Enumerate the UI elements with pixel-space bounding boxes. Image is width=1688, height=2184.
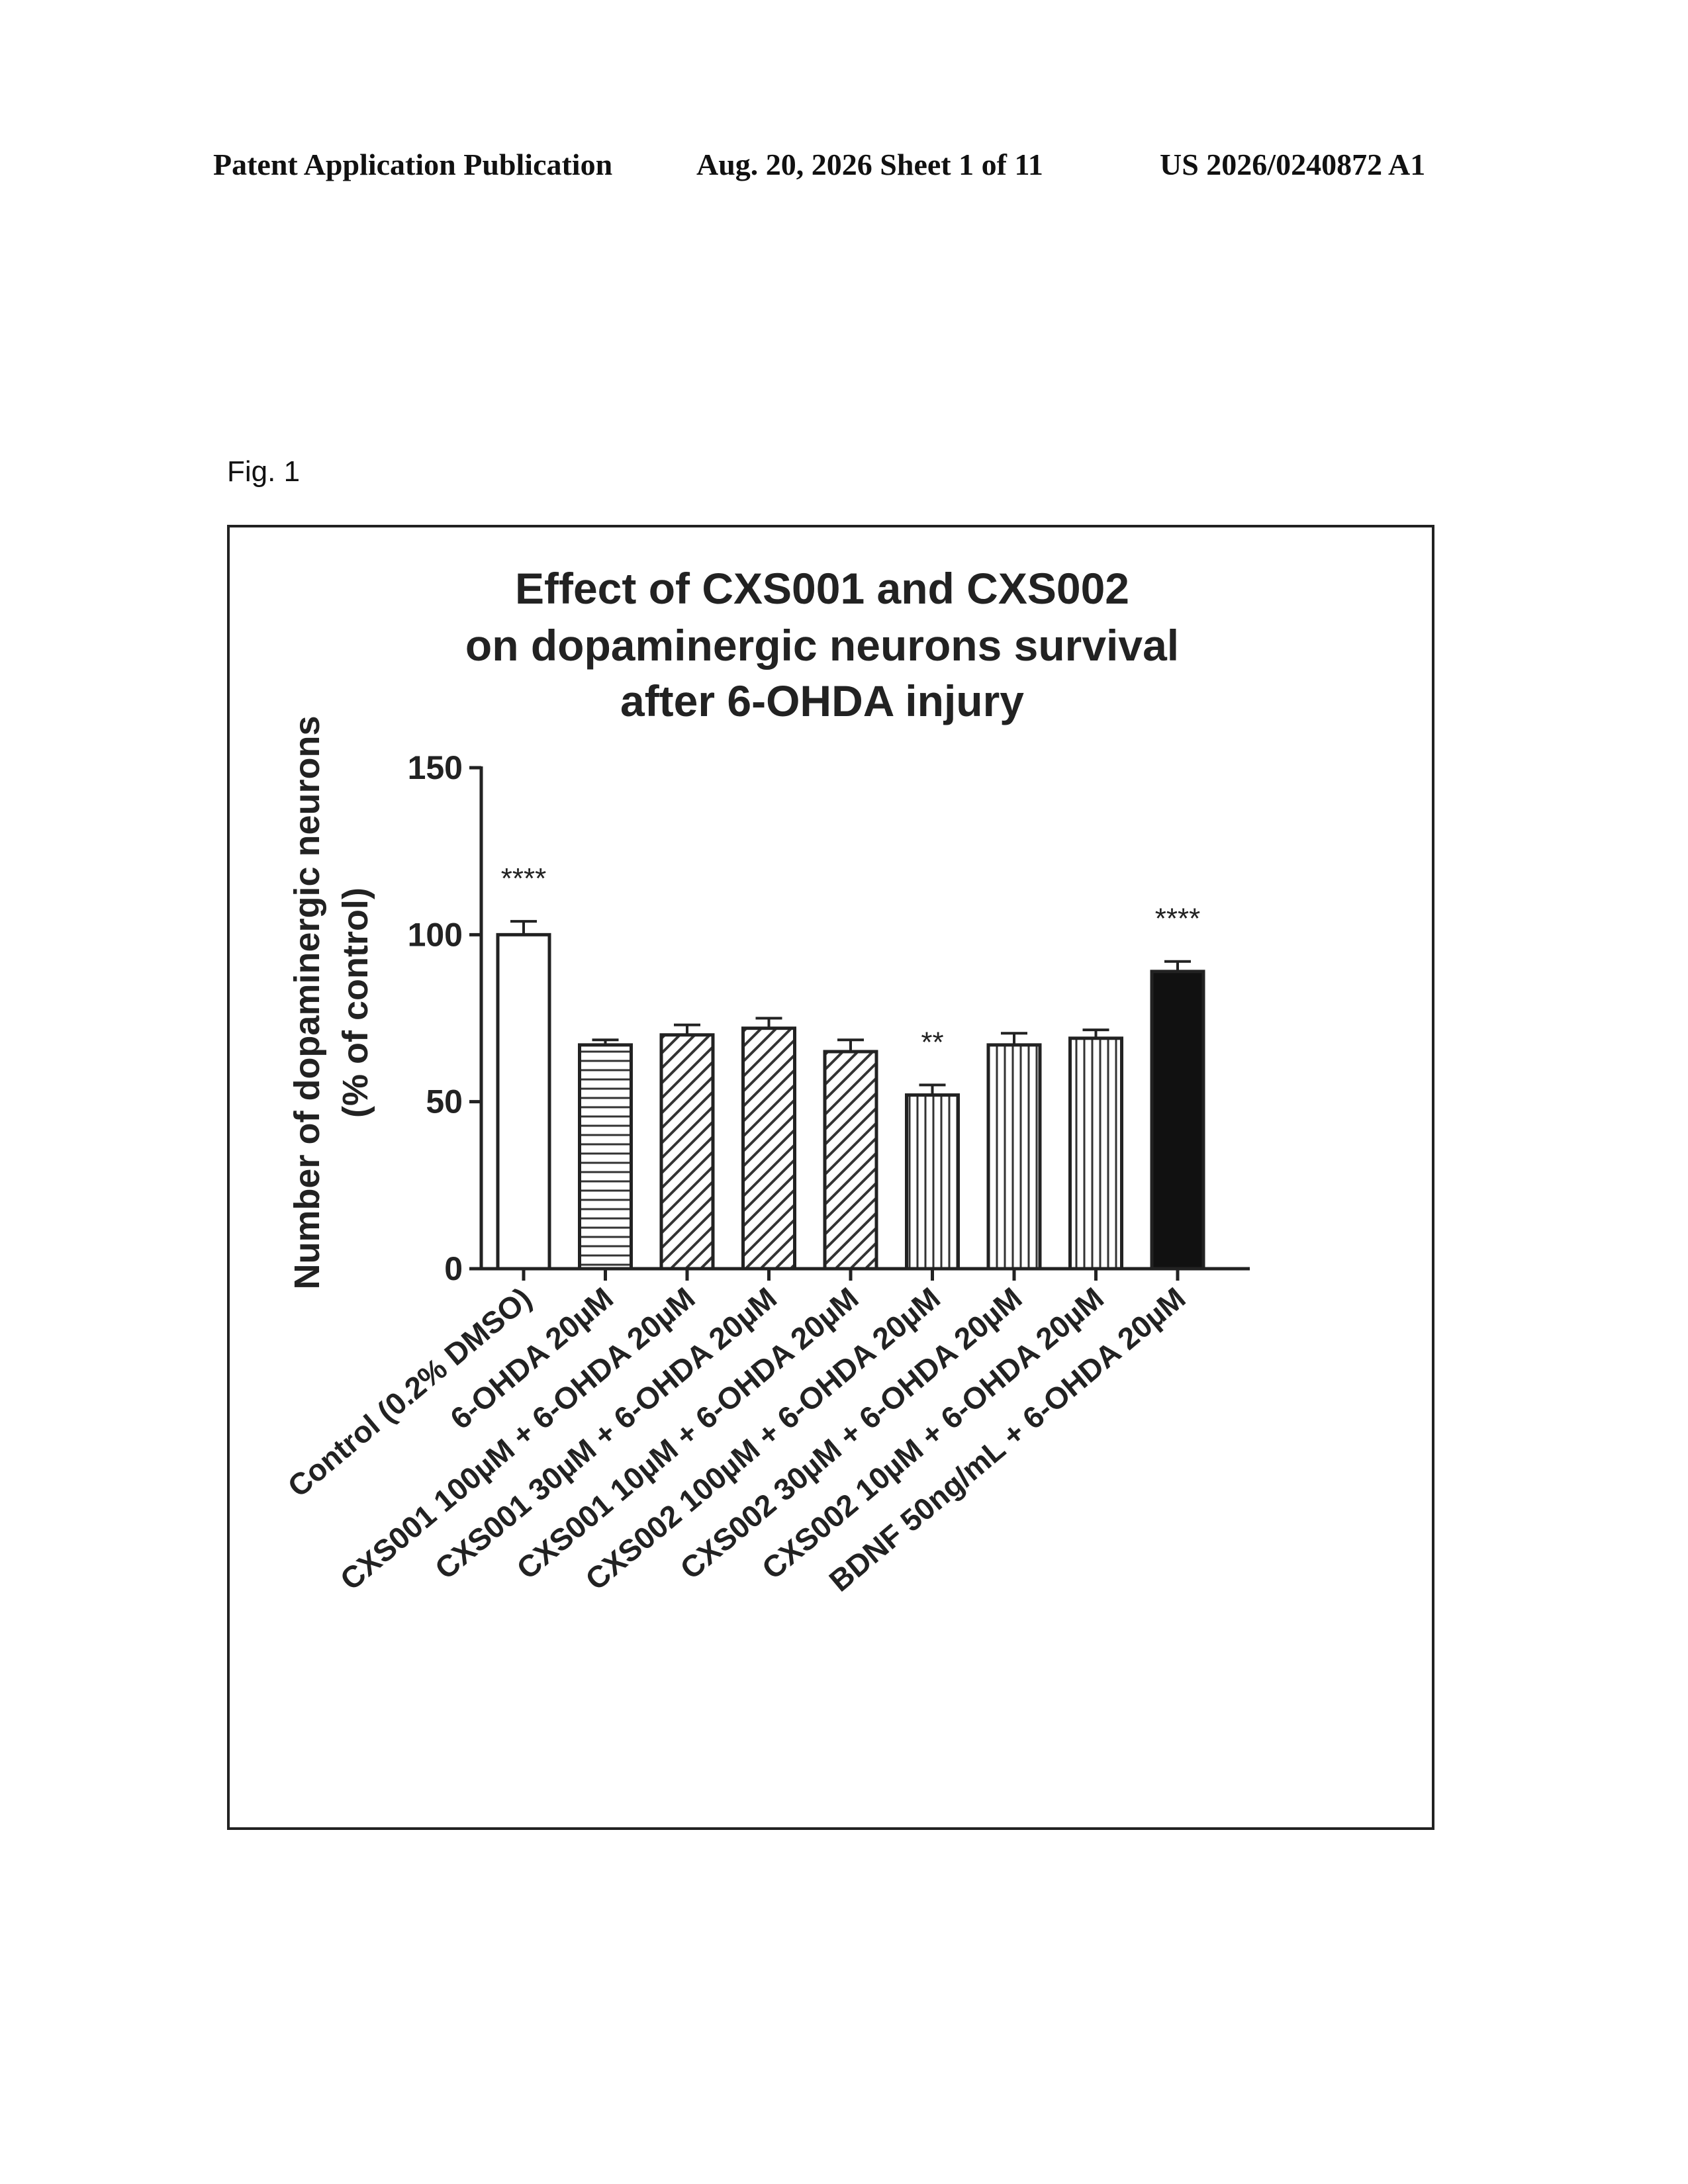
y-axis-label-line-1: Number of dopaminergic neurons <box>287 715 327 1289</box>
significance-label: **** <box>1155 903 1201 935</box>
chart-title-line-3: after 6-OHDA injury <box>620 676 1024 725</box>
y-tick-label: 50 <box>426 1083 463 1120</box>
chart-title-line-1: Effect of CXS001 and CXS002 <box>515 564 1129 613</box>
bar <box>988 1045 1040 1269</box>
bar <box>1070 1038 1122 1269</box>
bar <box>743 1028 795 1269</box>
bar <box>825 1052 876 1269</box>
y-tick-label: 0 <box>444 1250 463 1287</box>
y-axis-label-line-2: (% of control) <box>336 887 375 1118</box>
bar <box>907 1095 959 1269</box>
plot-area: 050100150****Control (0.2% DMSO)6-OHDA 2… <box>281 749 1250 1598</box>
bar <box>1152 972 1203 1269</box>
significance-label: **** <box>501 862 547 895</box>
chart-title-line-2: on dopaminergic neurons survival <box>465 621 1179 670</box>
significance-label: ** <box>921 1026 943 1058</box>
bar <box>661 1035 713 1269</box>
y-tick-label: 100 <box>408 916 463 953</box>
bar <box>580 1045 632 1269</box>
bar <box>498 934 549 1269</box>
y-tick-label: 150 <box>408 749 463 786</box>
